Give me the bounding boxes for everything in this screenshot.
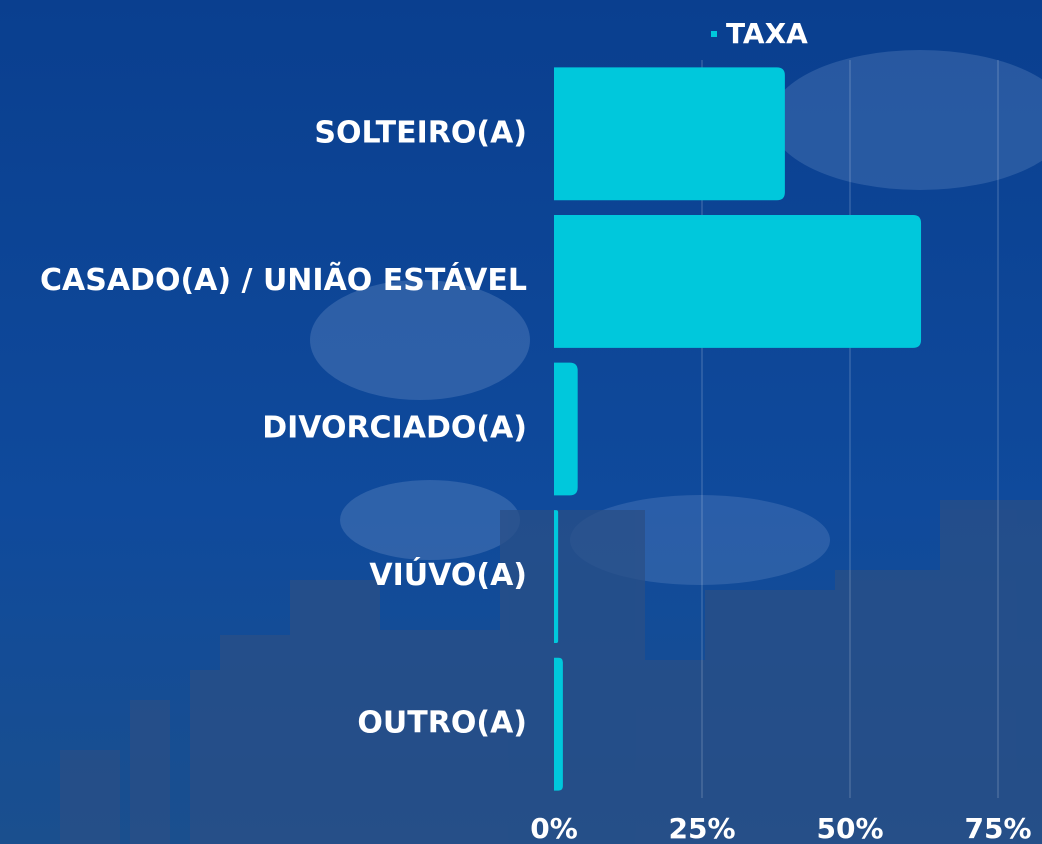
x-tick-label: 0%	[530, 812, 578, 844]
bar	[554, 67, 785, 201]
legend-label: TAXA	[726, 17, 808, 50]
bar	[554, 657, 563, 791]
category-label: VIÚVO(A)	[369, 556, 527, 593]
x-tick-label: 25%	[668, 812, 735, 844]
category-label: OUTRO(A)	[357, 706, 527, 741]
bar	[554, 214, 922, 348]
category-label: SOLTEIRO(A)	[314, 115, 527, 150]
bar	[554, 510, 559, 644]
category-label: CASADO(A) / UNIÃO ESTÁVEL	[40, 261, 527, 298]
plot-area: 0% 25% 50% 75% TAXA SOLTEIRO(A) CASADO(A) / UN…	[40, 17, 1032, 844]
category-label: DIVORCIADO(A)	[262, 411, 527, 446]
x-tick-label: 50%	[816, 812, 883, 844]
legend-swatch	[711, 31, 717, 37]
bar	[554, 362, 578, 496]
x-tick-label: 75%	[964, 812, 1031, 844]
